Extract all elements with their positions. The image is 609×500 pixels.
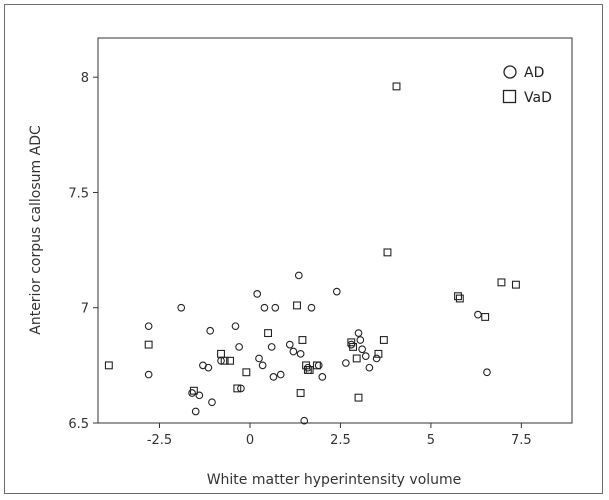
legend-circle-marker xyxy=(503,65,517,79)
vad-point xyxy=(312,361,321,370)
y-tick-label: 6.5 xyxy=(68,417,89,432)
ad-point xyxy=(474,310,482,319)
ad-point xyxy=(332,287,341,296)
ad-point xyxy=(267,343,276,351)
ad-point xyxy=(208,398,216,407)
ad-point xyxy=(300,416,309,425)
ad-point xyxy=(258,361,267,370)
vad-point xyxy=(454,292,462,301)
ad-point xyxy=(285,340,294,349)
vad-point xyxy=(374,349,383,358)
vad-point xyxy=(296,389,305,397)
legend-label-vad: VaD xyxy=(524,90,552,106)
vad-point xyxy=(189,386,198,395)
ad-point xyxy=(289,347,298,356)
ad-point xyxy=(372,354,381,363)
ad-point xyxy=(354,329,363,337)
ad-point xyxy=(347,340,356,349)
x-tick-label: -2.5 xyxy=(147,433,172,448)
ad-point xyxy=(342,359,350,367)
ad-point xyxy=(204,363,213,372)
vad-point xyxy=(264,329,273,338)
vad-point xyxy=(347,338,356,347)
ad-point xyxy=(318,373,327,381)
x-tick-label: 5 xyxy=(427,433,435,448)
vad-point xyxy=(226,356,235,365)
vad-point xyxy=(455,294,464,303)
x-tick-label: 2.5 xyxy=(330,433,351,448)
legend-label-ad: AD xyxy=(524,65,544,81)
vad-point xyxy=(383,248,392,257)
ad-point xyxy=(188,389,196,397)
chart-frame xyxy=(4,4,603,494)
y-axis-title: Anterior corpus callosum ADC xyxy=(28,125,44,335)
vad-point xyxy=(354,393,363,402)
ad-point xyxy=(483,368,491,377)
y-tick-label: 8 xyxy=(81,71,89,86)
vad-point xyxy=(379,336,388,344)
vad-point xyxy=(298,336,307,344)
ad-point xyxy=(271,303,280,312)
vad-point xyxy=(242,368,251,377)
ad-point xyxy=(361,352,370,360)
ad-point xyxy=(304,363,312,372)
vad-point xyxy=(217,349,225,358)
y-tick-label: 7.5 xyxy=(68,186,89,201)
ad-point xyxy=(260,303,269,312)
plot-area xyxy=(97,37,573,424)
vad-point xyxy=(392,82,401,91)
vad-point xyxy=(481,313,490,321)
ad-point xyxy=(206,326,215,335)
vad-point xyxy=(220,356,229,365)
legend: AD VaD xyxy=(502,65,552,106)
vad-point xyxy=(144,340,153,349)
ad-point xyxy=(253,290,262,298)
ad-point xyxy=(191,407,200,416)
ad-point xyxy=(314,361,323,370)
vad-point xyxy=(511,280,520,289)
y-tick-label: 7 xyxy=(81,302,89,317)
vad-point xyxy=(349,342,358,351)
vad-point xyxy=(104,361,113,370)
x-tick-label: 7.5 xyxy=(511,433,532,448)
ad-point xyxy=(307,303,316,312)
ad-point xyxy=(296,349,305,358)
ad-point xyxy=(294,271,303,280)
vad-point xyxy=(233,384,242,393)
ad-point xyxy=(177,303,186,312)
vad-point xyxy=(352,354,361,363)
ad-point xyxy=(269,373,278,381)
ad-point xyxy=(356,336,365,344)
legend-square-marker xyxy=(502,89,517,104)
ad-point xyxy=(276,370,285,379)
x-axis-title: White matter hyperintensity volume xyxy=(207,472,462,488)
ad-point xyxy=(144,322,153,331)
ad-point xyxy=(235,343,243,351)
vad-point xyxy=(305,366,314,374)
ad-point xyxy=(231,322,240,331)
vad-point xyxy=(293,301,301,310)
ad-point xyxy=(255,354,263,363)
ad-point xyxy=(144,370,153,379)
ad-point xyxy=(195,391,204,400)
ad-point xyxy=(358,345,366,354)
vad-point xyxy=(497,278,506,287)
ad-point xyxy=(365,363,374,372)
x-tick-label: 0 xyxy=(246,433,254,448)
